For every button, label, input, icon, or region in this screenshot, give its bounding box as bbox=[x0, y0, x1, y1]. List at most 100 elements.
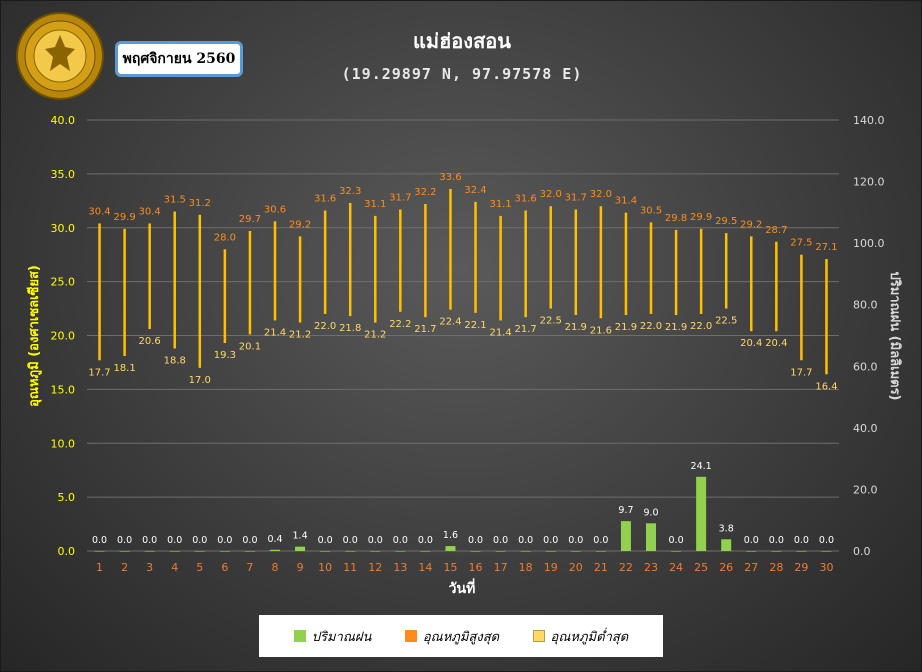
tmin-data-label: 22.5 bbox=[540, 316, 562, 327]
rain-data-label: 0.0 bbox=[92, 535, 107, 546]
tmax-data-label: 32.2 bbox=[414, 187, 436, 198]
rain-bar bbox=[546, 551, 556, 552]
legend-label-tmax: อุณหภูมิสูงสุด bbox=[423, 626, 499, 647]
tmin-data-label: 17.7 bbox=[88, 367, 110, 378]
x-axis: 1 2 3 4 5 6 7 8 9 10 11 12 13 14 15 16 17 18 19 20 21 22 23 24 2… bbox=[96, 561, 833, 574]
temperature-range-bar bbox=[700, 229, 703, 314]
y-axis-label-left: อุณหภูมิ (องศาเซลเซียส) bbox=[26, 265, 42, 407]
x-tick-label: 18 bbox=[519, 561, 533, 574]
x-tick-label: 8 bbox=[272, 561, 279, 574]
tmin-data-label: 21.7 bbox=[414, 324, 436, 335]
rain-data-label: 0.0 bbox=[393, 535, 408, 546]
rain-bar bbox=[195, 551, 205, 552]
rain-data-label: 1.4 bbox=[293, 531, 308, 542]
rain-data-label: 9.0 bbox=[643, 507, 658, 518]
tmin-data-label: 21.9 bbox=[665, 322, 687, 333]
x-tick-label: 26 bbox=[719, 561, 733, 574]
x-tick-label: 28 bbox=[769, 561, 783, 574]
x-tick-label: 7 bbox=[246, 561, 253, 574]
rain-bar bbox=[270, 550, 280, 551]
left-axis: 0.05.010.015.020.025.030.035.040.0 bbox=[51, 114, 76, 558]
x-tick-label: 23 bbox=[644, 561, 658, 574]
temperature-range-bar bbox=[324, 211, 327, 314]
rain-data-label: 0.4 bbox=[267, 534, 282, 545]
temperature-range-bar bbox=[549, 206, 552, 308]
rain-data-label: 0.0 bbox=[468, 535, 483, 546]
rain-data-label: 0.0 bbox=[593, 535, 608, 546]
tmax-data-label: 29.2 bbox=[289, 219, 311, 230]
x-tick-label: 22 bbox=[619, 561, 633, 574]
rain-bar bbox=[796, 551, 806, 552]
right-tick-label: 40.0 bbox=[853, 422, 878, 435]
temperature-range-bar bbox=[825, 259, 828, 374]
tmin-data-label: 21.8 bbox=[339, 323, 361, 334]
tmax-data-label: 30.6 bbox=[264, 204, 286, 215]
rain-data-label: 0.0 bbox=[568, 535, 583, 546]
rain-bar bbox=[145, 551, 155, 552]
x-tick-label: 1 bbox=[96, 561, 103, 574]
rain-data-label: 0.0 bbox=[543, 535, 558, 546]
tmax-data-label: 28.0 bbox=[214, 232, 236, 243]
x-tick-label: 9 bbox=[297, 561, 304, 574]
tmax-data-label: 27.1 bbox=[815, 242, 837, 253]
tmax-data-label: 29.9 bbox=[690, 212, 712, 223]
right-tick-label: 140.0 bbox=[853, 114, 885, 127]
x-tick-label: 11 bbox=[343, 561, 357, 574]
temperature-range-bar bbox=[374, 216, 377, 323]
rain-data-label: 0.0 bbox=[794, 535, 809, 546]
x-tick-label: 20 bbox=[569, 561, 583, 574]
tmax-data-label: 31.7 bbox=[565, 192, 587, 203]
tmin-data-label: 20.6 bbox=[139, 336, 161, 347]
temperature-range-bar bbox=[224, 249, 227, 343]
x-tick-label: 15 bbox=[443, 561, 457, 574]
y-axis-label-right: ปริมาณฝน (มิลลิเมตร) bbox=[887, 271, 902, 400]
rain-data-label: 24.1 bbox=[691, 461, 712, 472]
temperature-range-bar bbox=[399, 209, 402, 311]
rain-bar bbox=[521, 551, 531, 552]
temperature-range-bar bbox=[650, 222, 653, 314]
tmin-data-label: 20.4 bbox=[765, 338, 787, 349]
x-tick-label: 2 bbox=[121, 561, 128, 574]
x-tick-label: 30 bbox=[819, 561, 833, 574]
rain-data-label: 0.0 bbox=[318, 535, 333, 546]
rain-data-label: 0.0 bbox=[669, 535, 684, 546]
rain-bar bbox=[721, 539, 731, 551]
x-tick-label: 17 bbox=[494, 561, 508, 574]
weather-chart: 0.05.010.015.020.025.030.035.040.0 0.020… bbox=[1, 1, 922, 601]
temperature-range-bar bbox=[299, 236, 302, 322]
temperature-range-bar bbox=[474, 202, 477, 313]
rain-data-label: 0.0 bbox=[518, 535, 533, 546]
tmin-data-label: 21.2 bbox=[364, 330, 386, 341]
tmin-data-label: 18.1 bbox=[113, 363, 135, 374]
rain-bar bbox=[120, 551, 130, 552]
x-tick-label: 13 bbox=[393, 561, 407, 574]
left-tick-label: 15.0 bbox=[51, 383, 76, 396]
rain-bar bbox=[746, 551, 756, 552]
tmax-data-label: 31.5 bbox=[164, 195, 186, 206]
temperature-range-bar bbox=[800, 255, 803, 361]
x-tick-label: 16 bbox=[469, 561, 483, 574]
tmax-data-label: 32.3 bbox=[339, 186, 361, 197]
legend-item-tmax: อุณหภูมิสูงสุด bbox=[405, 626, 499, 647]
rain-bar bbox=[596, 551, 606, 552]
rain-bar bbox=[170, 551, 180, 552]
x-tick-label: 25 bbox=[694, 561, 708, 574]
rain-data-label: 0.0 bbox=[142, 535, 157, 546]
tmax-data-label: 31.1 bbox=[489, 199, 511, 210]
tmin-data-label: 17.7 bbox=[790, 367, 812, 378]
rain-data-label: 0.0 bbox=[493, 535, 508, 546]
rain-data-label: 3.8 bbox=[719, 523, 734, 534]
left-tick-label: 30.0 bbox=[51, 222, 76, 235]
x-tick-label: 24 bbox=[669, 561, 683, 574]
right-tick-label: 120.0 bbox=[853, 176, 885, 189]
x-tick-label: 3 bbox=[146, 561, 153, 574]
rain-bar bbox=[245, 551, 255, 552]
right-tick-label: 0.0 bbox=[853, 545, 871, 558]
rain-bar bbox=[295, 547, 305, 551]
tmax-data-label: 30.4 bbox=[88, 206, 110, 217]
temperature-range-bar bbox=[524, 211, 527, 318]
temperature-range-bar bbox=[349, 203, 352, 316]
x-tick-label: 12 bbox=[368, 561, 382, 574]
tmin-data-label: 20.4 bbox=[740, 338, 762, 349]
